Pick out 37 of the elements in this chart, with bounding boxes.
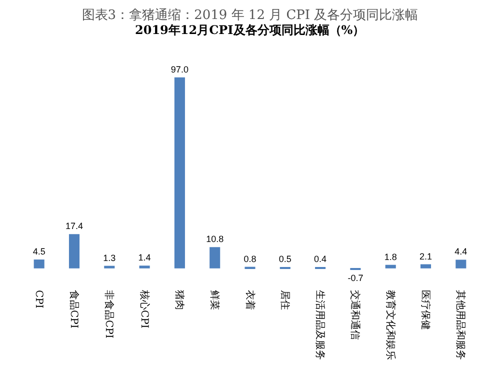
data-label: 2.1 bbox=[419, 251, 432, 262]
bar bbox=[174, 77, 185, 268]
data-label: 4.4 bbox=[454, 246, 468, 257]
data-label: 1.8 bbox=[384, 252, 397, 262]
x-tick-label: 核心CPI bbox=[138, 289, 150, 328]
data-label: 0.8 bbox=[244, 254, 256, 264]
data-label: 4.5 bbox=[32, 246, 46, 257]
x-tick-label: CPI bbox=[32, 290, 44, 308]
x-tick-label: 猪肉 bbox=[173, 290, 186, 310]
x-tick-label: 医疗保健 bbox=[420, 290, 432, 330]
chart-subtitle: 2019年12月CPI及各分项同比涨幅（%） bbox=[135, 23, 365, 37]
data-label: 17.4 bbox=[65, 221, 84, 232]
x-tick-label: 食品CPI bbox=[68, 290, 80, 328]
bar bbox=[104, 266, 115, 268]
bar bbox=[34, 260, 44, 268]
data-label: 97.0 bbox=[170, 64, 188, 74]
x-tick-label: 生活用品及服务 bbox=[314, 290, 326, 360]
bar bbox=[210, 247, 220, 268]
bar bbox=[68, 234, 80, 268]
bar bbox=[456, 260, 466, 268]
data-label: 0.4 bbox=[314, 254, 327, 264]
bar bbox=[385, 264, 396, 268]
chart-title: 图表3：拿猪通缩：2019 年 12 月 CPI 及各分项同比涨幅 bbox=[82, 8, 418, 23]
x-tick-label: 教育文化和娱乐 bbox=[384, 290, 396, 360]
bar bbox=[420, 264, 432, 268]
x-tick-label: 交通和通信 bbox=[349, 290, 362, 340]
x-tick-label: 其他用品和服务 bbox=[454, 290, 467, 360]
x-tick-label: 鲜菜 bbox=[208, 290, 221, 310]
data-label: -0.7 bbox=[348, 273, 364, 283]
data-label: 1.4 bbox=[138, 252, 151, 263]
x-tick-label: 非食品CPI bbox=[103, 290, 116, 338]
x-tick-label: 居住 bbox=[278, 290, 290, 310]
data-label: 0.5 bbox=[278, 254, 292, 264]
data-label: 10.8 bbox=[206, 234, 224, 244]
x-tick-label: 衣着 bbox=[244, 290, 256, 310]
bar bbox=[139, 266, 150, 268]
data-label: 1.3 bbox=[103, 252, 116, 263]
